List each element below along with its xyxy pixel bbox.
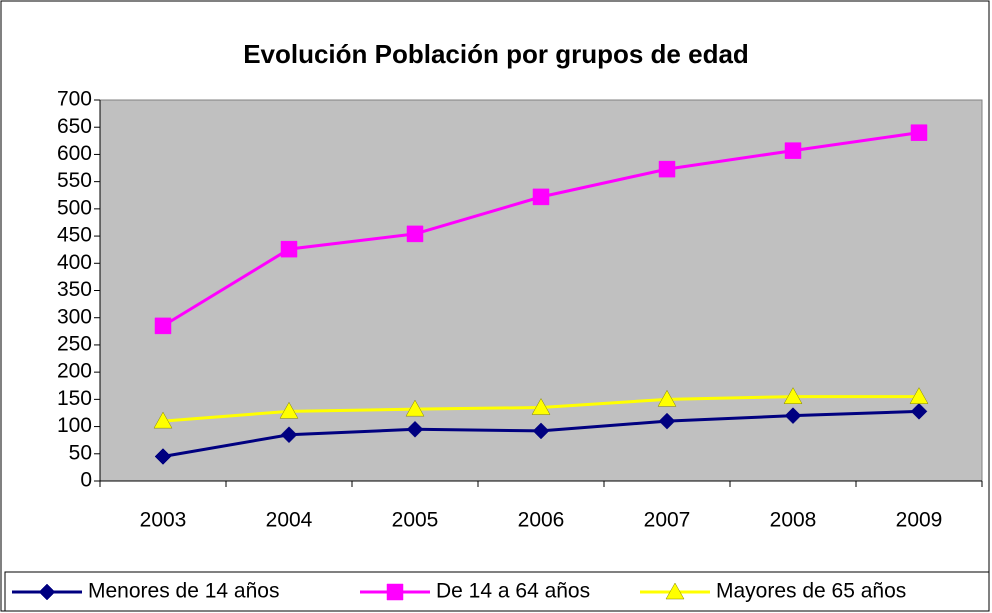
y-tick-label: 250: [57, 332, 92, 355]
data-point: [658, 160, 676, 178]
data-point: [405, 399, 425, 417]
data-point: [783, 387, 803, 404]
y-tick-label: 0: [80, 469, 92, 492]
data-point: [154, 317, 172, 335]
data-point: [910, 402, 928, 420]
x-tick-label: 2003: [140, 509, 187, 532]
data-point: [909, 387, 929, 404]
y-tick-label: 500: [57, 196, 92, 219]
legend-box: [4, 571, 990, 612]
y-tick-label: 650: [57, 115, 92, 138]
data-point: [532, 422, 550, 440]
legend-marker: [386, 583, 404, 601]
x-tick-label: 2008: [770, 509, 817, 532]
x-tick-label: 2005: [392, 509, 439, 532]
data-point: [406, 225, 424, 243]
data-point: [784, 142, 802, 159]
data-point: [153, 411, 173, 429]
x-tick-label: 2009: [896, 509, 943, 532]
x-tick-label: 2007: [644, 509, 691, 532]
y-tick-label: 300: [57, 305, 92, 328]
data-point: [406, 420, 424, 438]
chart-title: Evolución Población por grupos de edad: [243, 39, 749, 69]
x-tick-label: 2004: [266, 509, 313, 532]
data-point: [532, 188, 550, 206]
data-point: [784, 407, 802, 425]
y-tick-label: 50: [69, 441, 92, 464]
data-point: [280, 426, 298, 444]
y-tick-label: 600: [57, 142, 92, 165]
legend-label: Menores de 14 años: [88, 580, 279, 603]
data-point: [531, 398, 551, 415]
y-tick-label: 700: [57, 88, 92, 111]
legend-marker: [665, 582, 685, 600]
y-tick-label: 200: [57, 360, 92, 383]
data-point: [154, 448, 172, 465]
y-tick-label: 350: [57, 278, 92, 301]
legend-marker: [38, 583, 56, 601]
data-point: [657, 389, 677, 407]
y-tick-label: 100: [57, 414, 92, 437]
plot-area: [99, 99, 983, 482]
y-tick-label: 150: [57, 387, 92, 410]
y-tick-label: 550: [57, 169, 92, 192]
y-tick-label: 400: [57, 251, 92, 274]
legend-label: Mayores de 65 años: [716, 580, 906, 603]
data-point: [279, 401, 299, 419]
y-tick-label: 450: [57, 224, 92, 247]
legend-label: De 14 a 64 años: [436, 580, 590, 603]
x-tick-label: 2006: [518, 509, 565, 532]
data-point: [658, 412, 676, 430]
data-point: [910, 124, 928, 141]
data-point: [280, 240, 298, 258]
